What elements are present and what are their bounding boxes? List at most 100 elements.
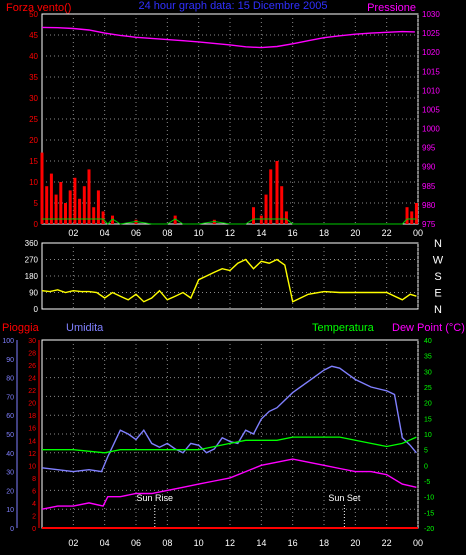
wind-bar <box>96 190 100 224</box>
pressure-tick-label: 1020 <box>422 48 440 57</box>
wind-bar <box>111 215 114 224</box>
pressure-tick-label: 975 <box>422 220 436 229</box>
rain-tick-label: 20 <box>28 401 36 408</box>
wind-bar <box>73 177 77 224</box>
wind-tick-label: 30 <box>29 94 38 103</box>
pressure-tick-label: 1015 <box>422 67 440 76</box>
humidity-tick-label: 10 <box>6 507 14 514</box>
pressure-axis-label: Pressione <box>367 2 416 14</box>
wind-bar <box>49 173 53 224</box>
wind-tick-label: 40 <box>29 52 38 61</box>
temperature-tick-label: -10 <box>424 495 434 502</box>
wind-tick-label: 45 <box>29 31 38 40</box>
pressure-tick-label: 985 <box>422 182 436 191</box>
compass-label: E <box>434 288 441 300</box>
temperature-tick-label: -15 <box>424 510 434 517</box>
wind-bar <box>54 194 58 224</box>
pressure-line <box>41 26 415 49</box>
x-tick-label: 22 <box>382 538 392 548</box>
wind-tick-label: 50 <box>29 10 38 19</box>
x-tick-label: 20 <box>350 538 360 548</box>
x-tick-label: 02 <box>68 538 78 548</box>
x-tick-label: 00 <box>413 228 423 238</box>
x-tick-label: 12 <box>225 228 235 238</box>
direction-tick-label: 270 <box>25 256 39 265</box>
humidity-tick-label: 20 <box>6 488 14 495</box>
x-tick-label: 16 <box>288 228 298 238</box>
wind-tick-label: 35 <box>29 73 38 82</box>
temperature-tick-label: 0 <box>424 463 428 470</box>
temperature-tick-label: 35 <box>424 354 432 361</box>
direction-tick-label: 180 <box>25 272 39 281</box>
wind-bar <box>101 211 105 224</box>
temperature-tick-label: 10 <box>424 432 432 439</box>
compass-label: N <box>434 238 442 250</box>
wind-bar <box>259 215 263 224</box>
temperature-tick-label: 20 <box>424 401 432 408</box>
humidity-tick-label: 70 <box>6 394 14 401</box>
humidity-tick-label: 90 <box>6 357 14 364</box>
wind-axis-label: Forza vento() <box>6 2 71 14</box>
wind-tick-label: 5 <box>34 199 39 208</box>
humidity-tick-label: 30 <box>6 470 14 477</box>
x-tick-label: 08 <box>162 228 172 238</box>
dewpoint-axis-label: Dew Point (°C) <box>392 322 465 334</box>
humidity-axis-label: Umidita <box>66 322 104 334</box>
rain-tick-label: 28 <box>28 351 36 358</box>
wind-bar <box>82 186 86 224</box>
humidity-tick-label: 100 <box>2 338 14 345</box>
wind-bar <box>45 186 49 224</box>
wind-bar <box>78 198 82 224</box>
wind-tick-label: 25 <box>29 115 38 124</box>
rain-tick-label: 14 <box>28 438 36 445</box>
wind-pressure-panel: 0510152025303540455097598098599099510001… <box>29 10 440 238</box>
x-tick-label: 04 <box>100 228 110 238</box>
wind-bar <box>173 215 177 224</box>
pressure-tick-label: 980 <box>422 201 436 210</box>
x-tick-label: 10 <box>194 228 204 238</box>
chart-title: 24 hour graph data: 15 Dicembre 2005 <box>139 0 328 12</box>
direction-tick-label: 360 <box>25 239 39 248</box>
wind-bar <box>264 194 268 224</box>
x-tick-label: 22 <box>382 228 392 238</box>
x-tick-label: 02 <box>68 228 78 238</box>
temperature-axis-label: Temperatura <box>312 322 375 334</box>
compass-label: N <box>434 304 442 316</box>
rain-tick-label: 16 <box>28 426 36 433</box>
direction-tick-label: 90 <box>29 289 38 298</box>
pressure-tick-label: 1010 <box>422 86 440 95</box>
wind-direction-line <box>41 258 417 303</box>
rain-tick-label: 2 <box>32 513 36 520</box>
wind-bar <box>414 203 418 224</box>
wind-bar <box>269 169 273 224</box>
wind-bar <box>64 203 67 224</box>
x-tick-label: 06 <box>131 538 141 548</box>
pressure-tick-label: 1005 <box>422 105 440 114</box>
sun-marker-label: Sun Set <box>328 493 361 503</box>
wind-tick-label: 15 <box>29 157 38 166</box>
pressure-tick-label: 990 <box>422 163 436 172</box>
x-tick-label: 14 <box>256 538 266 548</box>
x-tick-label: 10 <box>194 538 204 548</box>
rain-tick-label: 8 <box>32 476 36 483</box>
rain-tick-label: 24 <box>28 376 36 383</box>
temperature-tick-label: -5 <box>424 479 430 486</box>
temperature-tick-label: 40 <box>424 338 432 345</box>
sun-marker-label: Sun Rise <box>137 493 174 503</box>
wind-bar <box>59 182 63 224</box>
humidity-tick-label: 40 <box>6 451 14 458</box>
humidity-tick-label: 0 <box>10 526 14 533</box>
temperature-line <box>42 436 417 454</box>
humidity-tick-label: 60 <box>6 413 14 420</box>
temperature-tick-label: 25 <box>424 385 432 392</box>
rain-tick-label: 10 <box>28 463 36 470</box>
x-tick-label: 00 <box>413 538 423 548</box>
x-tick-label: 06 <box>131 228 141 238</box>
rain-tick-label: 12 <box>28 451 36 458</box>
wind-bar <box>68 190 72 224</box>
x-tick-label: 18 <box>319 228 329 238</box>
rain-axis-label: Pioggia <box>2 322 40 334</box>
temperature-tick-label: 5 <box>424 448 428 455</box>
x-tick-label: 18 <box>319 538 329 548</box>
pressure-tick-label: 995 <box>422 144 436 153</box>
